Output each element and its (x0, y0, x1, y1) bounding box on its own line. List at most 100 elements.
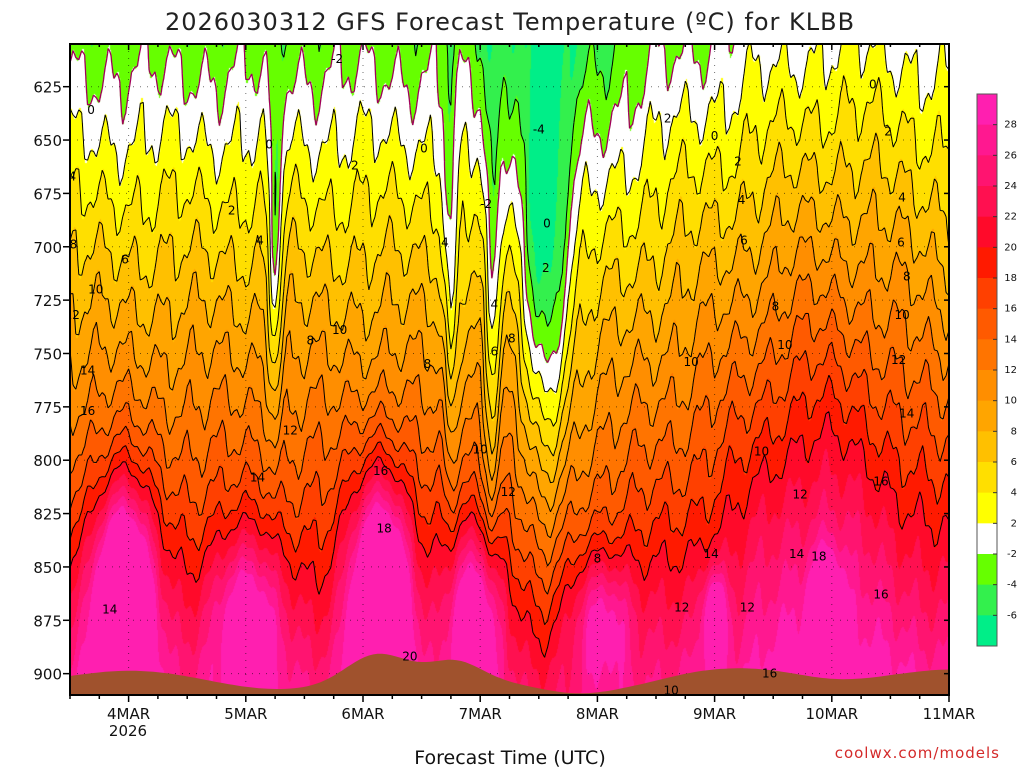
colorbar-swatch (977, 492, 997, 524)
contour-label: 4 (738, 193, 746, 207)
contour-2 (70, 44, 949, 393)
terrain-surface (70, 653, 949, 695)
x-tick-label: 11MAR (923, 705, 976, 723)
y-tick-label: 825 (33, 506, 62, 524)
contour-label: 12 (740, 601, 755, 615)
contour-label: 8 (306, 334, 314, 348)
colorbar-label: 6 (1011, 457, 1017, 468)
colorbar-swatch (977, 523, 997, 555)
contour-label: 18 (811, 549, 826, 563)
contour-label: 16 (373, 464, 388, 478)
colorbar-label: 16 (1004, 304, 1017, 315)
colorbar-swatch (977, 247, 997, 279)
contour-label: 12 (283, 423, 298, 437)
colorbar-label: 10 (1004, 396, 1017, 407)
contour-10 (70, 235, 949, 512)
contour-label: 0 (420, 142, 428, 156)
contour-label: 2 (351, 159, 359, 173)
contour-label: 0 (711, 129, 719, 143)
contour-label: 12 (793, 487, 808, 501)
contour-label: 12 (501, 485, 516, 499)
contour-label: 4 (68, 169, 76, 183)
contour-label: -2 (58, 56, 70, 70)
contour-label: 2 (734, 154, 742, 168)
contour-label: 20 (402, 650, 417, 664)
y-tick-label: 800 (33, 452, 62, 470)
colorbar-swatch (977, 554, 997, 586)
contour-label: 12 (65, 308, 80, 322)
colorbar-swatch (977, 216, 997, 248)
contour-label: 0 (87, 103, 95, 117)
contour-label: 2 (664, 112, 672, 126)
contour-6 (70, 132, 949, 457)
contour-label: 8 (903, 270, 911, 284)
contour-label: 10 (88, 283, 103, 297)
colorbar: 28 26 24 22 20 18 16 14 12 10 8 6 4 2 -2 -4 -6 (976, 93, 1017, 647)
colorbar-label: 22 (1004, 212, 1017, 223)
colorbar-label: 28 (1004, 120, 1017, 131)
contour-label: 8 (508, 332, 516, 346)
colorbar-label: 26 (1004, 150, 1017, 161)
colorbar-swatch (977, 431, 997, 463)
contour-14 (70, 308, 949, 567)
contour-label: 14 (899, 406, 914, 420)
contour-20 (70, 411, 949, 658)
contour-label: -2 (331, 52, 343, 66)
x-axis-year: 2026 (109, 722, 147, 740)
contour-label: 10 (894, 308, 909, 322)
contour-label: 10 (473, 443, 488, 457)
contour-label: 8 (594, 551, 602, 565)
contour-label: 2 (542, 261, 550, 275)
x-axis: 4MAR 5MAR 6MAR 7MAR 8MAR 9MAR 10MAR 11MAR (69, 44, 976, 723)
contour-label: 4 (256, 233, 264, 247)
contour-4 (70, 75, 949, 427)
colorbar-swatch (977, 615, 997, 647)
contour-12 (70, 273, 949, 539)
x-tick-label: 10MAR (805, 705, 858, 723)
colorbar-label: 2 (1011, 518, 1017, 529)
contour-label: 6 (897, 236, 905, 250)
colorbar-swatch (977, 94, 997, 126)
contour-label: 12 (674, 601, 689, 615)
y-tick-label: 625 (33, 79, 62, 97)
y-tick-label: 900 (33, 666, 62, 684)
x-tick-label: 8MAR (576, 705, 619, 723)
x-tick-label: 4MAR (107, 705, 150, 723)
contour-label: 0 (265, 137, 273, 151)
colorbar-label: 8 (1011, 426, 1017, 437)
contour-label: 6 (740, 233, 748, 247)
x-tick-label: 6MAR (341, 705, 384, 723)
temperature-field: -204861012141614-202481012142048161820-2… (58, 44, 949, 698)
colorbar-label: 24 (1004, 181, 1017, 192)
y-tick-label: 875 (33, 612, 62, 630)
credit-text: coolwx.com/models (835, 744, 1000, 762)
contour-label: -4 (533, 122, 545, 136)
colorbar-swatch (977, 186, 997, 218)
temperature-shading (70, 44, 949, 695)
contour-label: 2 (884, 125, 892, 139)
y-tick-label: 650 (33, 132, 62, 150)
contour-label: 4 (898, 191, 906, 205)
contour-label: 16 (873, 588, 888, 602)
contour-label: 16 (762, 667, 777, 681)
contour-label: 10 (777, 338, 792, 352)
contour-label: 2 (228, 204, 236, 218)
x-tick-label: 7MAR (459, 705, 502, 723)
contour-label: 8 (772, 300, 780, 314)
contour-label: 4 (490, 297, 498, 311)
colorbar-swatch (977, 400, 997, 432)
colorbar-swatch (977, 370, 997, 402)
contour-label: 14 (250, 470, 265, 484)
x-tick-label: 5MAR (224, 705, 267, 723)
contour-label: 18 (376, 522, 391, 536)
contour-label: 0 (869, 78, 877, 92)
contour-label: 10 (754, 445, 769, 459)
contour-18 (70, 374, 949, 625)
contour-label: 10 (332, 323, 347, 337)
contour-label: 10 (664, 684, 679, 698)
contour-label: 12 (891, 353, 906, 367)
colorbar-swatch (977, 462, 997, 494)
contour-16 (70, 341, 949, 595)
contour-label: 10 (684, 355, 699, 369)
